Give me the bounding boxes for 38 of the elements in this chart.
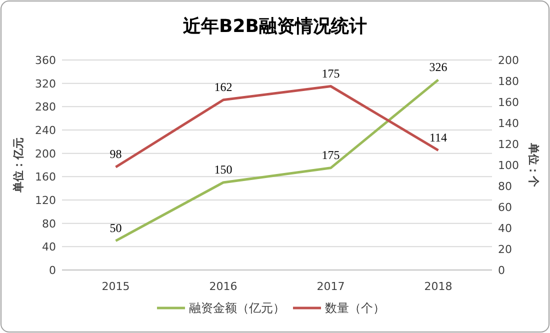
x-tick-label: 2018 [424,280,452,293]
data-label: 114 [429,130,448,144]
x-tick-label: 2016 [209,280,238,293]
y-tick-label: 280 [35,100,56,114]
y-tick-label: 80 [42,217,56,230]
y-tick-label: 40 [42,240,56,254]
y2-tick-label: 60 [498,201,512,214]
data-label: 50 [110,220,122,235]
x-tick-label: 2015 [102,280,130,293]
y2-tick-label: 0 [498,264,505,277]
chart-title: 近年B2B融资情况统计 [182,16,367,37]
y-tick-label: 160 [35,170,56,184]
y-tick-label: 0 [49,264,56,277]
y-tick-label: 120 [35,194,56,207]
y2-tick-label: 180 [498,75,519,88]
legend-label: 融资金额（亿元） [189,301,285,315]
data-label: 175 [322,148,340,162]
y2-tick-label: 120 [498,138,519,151]
data-label: 162 [214,80,232,94]
y2-axis-title: 单位：个 [527,142,540,188]
y2-tick-label: 160 [498,96,519,109]
x-tick-label: 2017 [316,280,345,293]
data-label: 175 [322,66,340,80]
data-label: 98 [110,147,122,162]
data-label: 150 [214,162,232,176]
data-label: 326 [429,60,448,74]
y-tick-label: 360 [35,54,56,67]
y2-tick-label: 80 [498,180,512,193]
y2-tick-label: 20 [498,243,512,256]
y-tick-label: 240 [35,124,56,137]
y2-tick-label: 140 [498,117,519,130]
legend-label: 数量（个） [325,301,385,315]
y-axis-title: 单位：亿元 [12,138,25,194]
y2-tick-label: 100 [498,159,519,172]
y2-tick-label: 40 [498,222,512,235]
y-tick-label: 320 [35,77,56,90]
y2-tick-label: 200 [498,54,519,67]
y-tick-label: 200 [35,147,56,160]
